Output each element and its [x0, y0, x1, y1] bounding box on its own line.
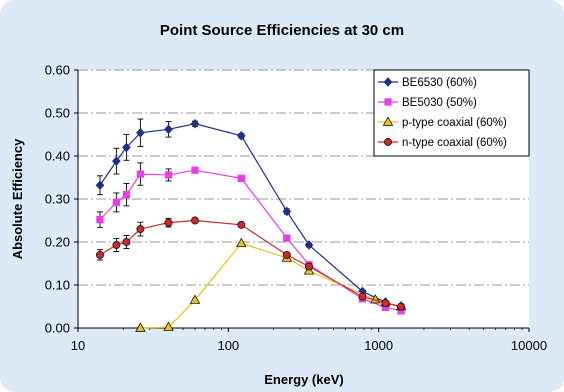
legend-marker [383, 77, 393, 87]
data-point [237, 174, 245, 183]
data-point [122, 191, 131, 199]
data-point [96, 250, 104, 259]
data-point [397, 302, 406, 311]
data-point [190, 118, 200, 129]
axes: 0.00 0.10 0.20 0.30 0.40 0.50 0.60 10 100 1000 100… [45, 63, 547, 354]
data-point [136, 170, 145, 178]
data-point [163, 321, 174, 331]
gridlines [78, 69, 529, 286]
data-point [122, 238, 131, 246]
y-tick-label: 0.50 [45, 106, 70, 121]
series-4 [96, 216, 406, 311]
data-point [122, 142, 131, 153]
y-tick-label: 0.20 [45, 235, 70, 250]
data-point [191, 166, 199, 174]
y-tick-label: 0.40 [45, 149, 70, 164]
y-tick-label: 0.60 [45, 63, 70, 78]
chart-title: Point Source Efficiencies at 30 cm [159, 22, 405, 39]
data-point [283, 234, 291, 242]
data-point [164, 218, 173, 227]
legend-box [373, 69, 530, 157]
legend: BE6530 (60%) BE5030 (50%) p-type coaxial (… [373, 69, 530, 157]
x-axis-title: Energy (keV) [264, 372, 343, 387]
x-tick-label: 10 [71, 338, 85, 353]
legend-marker [384, 98, 392, 106]
data-point [95, 180, 105, 191]
y-axis-title: Absolute Efficiency [10, 138, 25, 259]
legend-label: BE5030 (50%) [402, 97, 477, 109]
x-tick-label: 10000 [511, 338, 547, 353]
data-point [136, 225, 145, 234]
data-point [358, 292, 367, 301]
data-point [112, 198, 121, 207]
legend-label: p-type coaxial (60%) [402, 117, 507, 129]
data-point [164, 124, 173, 135]
y-tick-label: 0.00 [45, 321, 70, 336]
data-point [236, 237, 247, 248]
data-point [305, 262, 313, 271]
y-tick-label: 0.30 [45, 192, 70, 207]
data-point [236, 130, 246, 141]
data-point [381, 299, 390, 308]
data-point [164, 171, 173, 179]
data-point [135, 322, 146, 332]
data-point [282, 250, 291, 259]
data-point [191, 216, 199, 225]
data-point [112, 241, 121, 249]
legend-marker [384, 138, 392, 146]
legend-marker [382, 116, 394, 126]
data-point [136, 127, 145, 138]
data-point [237, 220, 246, 229]
x-tick-label: 100 [217, 338, 239, 353]
data-point [112, 156, 121, 166]
legend-label: n-type coaxial (60%) [402, 137, 507, 149]
series-2 [96, 162, 405, 315]
series-layer [95, 118, 407, 332]
x-tick-label: 1000 [364, 338, 393, 353]
y-tick-label: 0.10 [45, 278, 70, 293]
data-point [189, 294, 201, 304]
data-point [304, 240, 314, 250]
data-point [96, 215, 104, 224]
legend-label: BE6530 (60%) [402, 77, 477, 89]
data-point [282, 206, 292, 217]
